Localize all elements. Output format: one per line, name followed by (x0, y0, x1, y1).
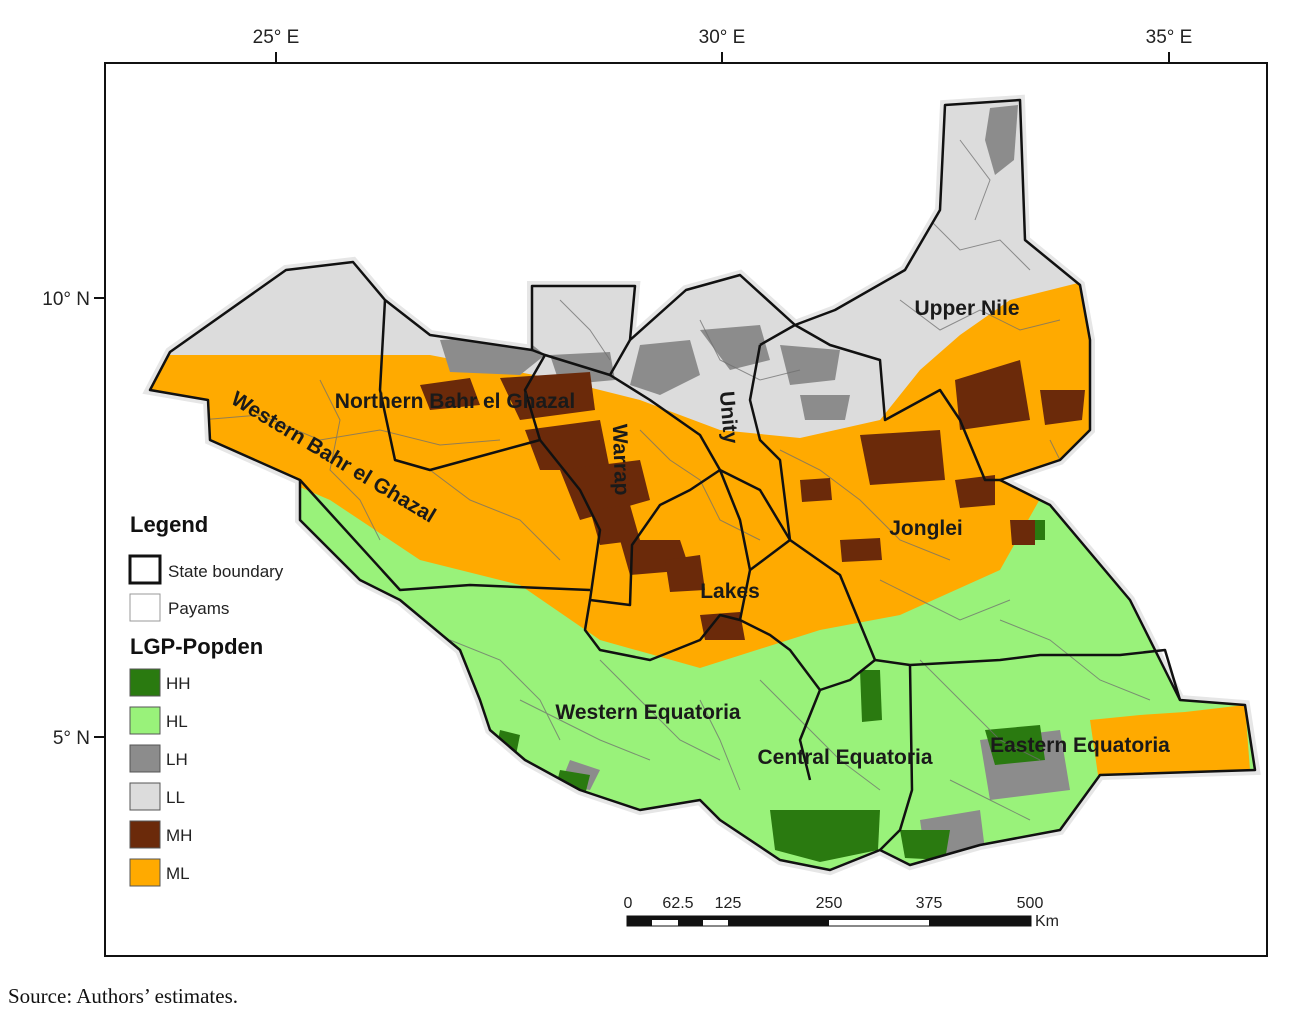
zone-mh-clusters (420, 360, 1085, 640)
legend-label: MH (166, 826, 192, 845)
zone-ml-east (1090, 705, 1250, 775)
legend-swatch-payams (129, 593, 161, 622)
scale-tick-label: 125 (715, 895, 742, 912)
legend-swatch-ll (129, 782, 161, 811)
state-label-central-equatoria: Central Equatoria (757, 746, 932, 769)
legend-label: HH (166, 674, 191, 693)
legend-label: LL (166, 788, 185, 807)
state-label-upper-nile: Upper Nile (914, 297, 1019, 320)
legend-swatch-mh (129, 820, 161, 849)
payam-boundaries (199, 139, 1151, 821)
lon-tick-label: 35° E (1146, 27, 1193, 48)
scale-bar-segment (678, 916, 703, 926)
lon-tick-label: 25° E (253, 27, 300, 48)
scale-bar-segment (703, 916, 728, 920)
state-label-unity: Unity (715, 390, 743, 445)
legend-label: ML (166, 864, 190, 883)
legend-swatch-hl (129, 706, 161, 735)
state-label-warrap: Warrap (608, 424, 633, 496)
lon-tick-label: 30° E (699, 27, 746, 48)
state-label-lakes: Lakes (700, 580, 760, 603)
legend-class-list: HH HL LH LL MH ML (129, 668, 192, 887)
legend-swatch-ml (129, 858, 161, 887)
scale-tick-label: 375 (916, 895, 943, 912)
legend-swatch-hh (129, 668, 161, 697)
lat-tick-label: 10° N (42, 289, 90, 310)
legend-label: LH (166, 750, 188, 769)
map-legend: Legend State boundary Payams LGP-Popden … (128, 512, 284, 887)
scale-unit-label: Km (1035, 913, 1059, 930)
legend-swatch-state-boundary (128, 554, 162, 585)
legend-label: State boundary (168, 562, 284, 581)
scale-bar-segment (929, 916, 1031, 926)
scale-tick-label: 0 (624, 895, 633, 912)
scale-bar-segment (627, 916, 652, 926)
scale-bar-segment (728, 916, 829, 926)
state-label-jonglei: Jonglei (889, 517, 963, 540)
state-label-northern-bahr-el-ghazal: Northern Bahr el Ghazal (335, 390, 575, 413)
legend-swatch-lh (129, 744, 161, 773)
source-note: Source: Authors’ estimates. (8, 984, 238, 1008)
scale-bar-segment (652, 916, 678, 920)
scale-bar: 0 62.5 125 250 375 500 Km (624, 895, 1059, 930)
legend-label: Payams (168, 599, 229, 618)
scale-bar-segment (829, 916, 929, 920)
lat-tick-label: 5° N (53, 728, 90, 749)
state-label-eastern-equatoria: Eastern Equatoria (990, 734, 1170, 757)
zone-lh-clusters (440, 105, 1070, 855)
scale-tick-label: 250 (816, 895, 843, 912)
legend-class-title: LGP-Popden (130, 634, 263, 659)
legend-label: HL (166, 712, 188, 731)
state-boundaries (148, 98, 1257, 872)
state-label-western-equatoria: Western Equatoria (555, 701, 740, 724)
graticule-ticks (94, 52, 1170, 738)
legend-title: Legend (130, 512, 208, 537)
scale-tick-label: 62.5 (662, 895, 693, 912)
scale-tick-label: 500 (1017, 895, 1044, 912)
